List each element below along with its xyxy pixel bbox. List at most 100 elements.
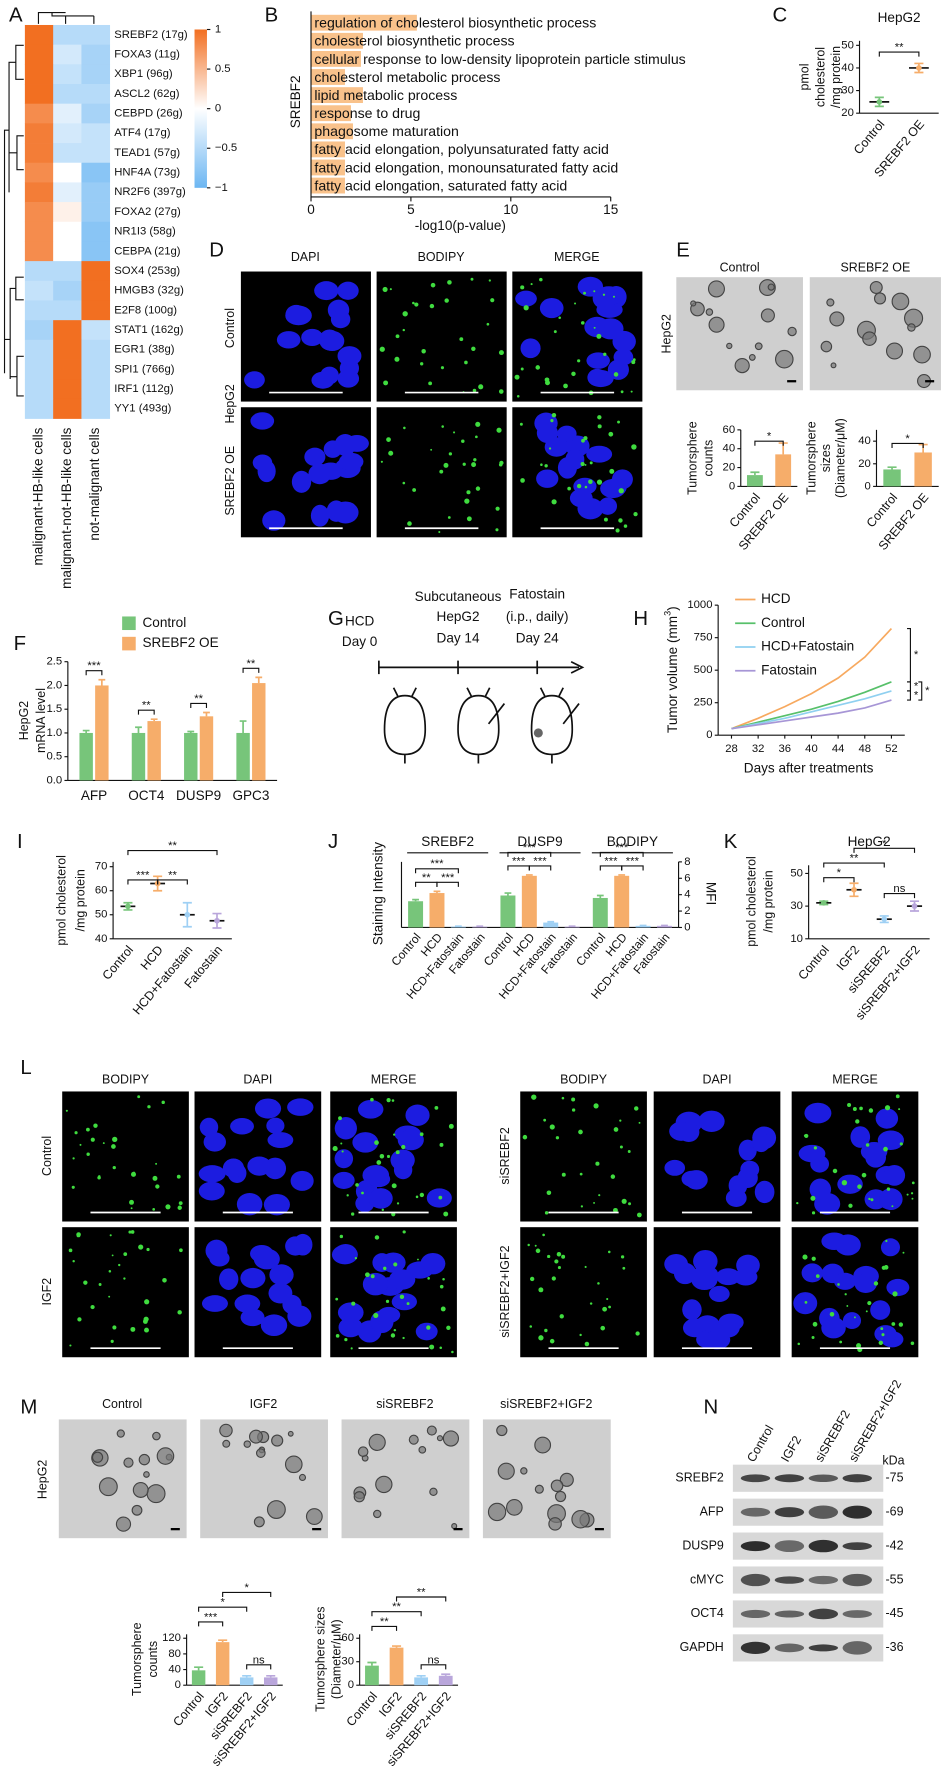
sphere	[115, 1516, 132, 1532]
image	[376, 271, 507, 402]
lipid	[478, 384, 484, 390]
term-label: fatty acid elongation, saturated fatty a…	[314, 177, 567, 193]
axis-label: (Diameter/μM)	[329, 1619, 343, 1699]
term-label: response to drug	[314, 105, 420, 121]
lipid	[466, 490, 471, 495]
sphere	[222, 1439, 231, 1448]
tick-label: 80	[168, 1648, 181, 1660]
lipid	[430, 448, 433, 451]
label: Control	[744, 1423, 776, 1465]
lipid	[386, 437, 391, 442]
nucleus	[264, 1157, 287, 1180]
nucleus	[254, 1098, 282, 1119]
lipid	[395, 334, 400, 339]
error-bar	[750, 471, 760, 476]
nucleus	[337, 281, 359, 300]
nucleus	[276, 331, 301, 349]
lipid	[615, 528, 620, 533]
lipid	[388, 450, 394, 456]
sphere	[826, 298, 835, 307]
heatmap-cell	[53, 339, 82, 360]
lipid	[475, 421, 481, 427]
nucleus	[415, 1322, 438, 1341]
heatmap-cell	[53, 241, 82, 262]
lipid	[553, 330, 557, 334]
lipid	[495, 528, 499, 532]
heatmap-cell	[24, 320, 54, 341]
heatmap-cell	[24, 398, 54, 419]
lipid	[496, 427, 502, 433]
lipid	[386, 1098, 391, 1103]
axis-label: HepG2	[17, 701, 31, 740]
lipid	[71, 1185, 75, 1189]
significance-bracket	[823, 877, 855, 883]
tick-label: 10	[790, 933, 803, 945]
group-label: BODIPY	[607, 834, 658, 849]
mean-point	[876, 99, 883, 105]
lipid	[588, 479, 593, 484]
significance: ns	[427, 1654, 439, 1666]
nucleus	[854, 1273, 877, 1294]
nucleus	[267, 1132, 294, 1149]
tick-label: 1.0	[46, 727, 62, 739]
label: -45	[886, 1606, 904, 1620]
lipid	[551, 499, 557, 505]
heatmap-cell	[53, 182, 82, 203]
row-label: E2F8 (100g)	[114, 304, 177, 316]
lipid	[520, 478, 525, 483]
lipid	[177, 1310, 182, 1315]
significance-bracket	[883, 892, 916, 899]
lipid	[351, 1301, 356, 1306]
blot-band	[808, 1608, 839, 1620]
term-label: cholesterol metabolic process	[314, 69, 500, 85]
lipid	[829, 1312, 835, 1317]
nucleus	[368, 1188, 393, 1209]
lipid	[555, 1136, 560, 1140]
sphere	[368, 1433, 386, 1451]
lipid	[382, 286, 388, 292]
lipid	[910, 1192, 914, 1195]
lipid	[443, 462, 449, 468]
bar	[184, 732, 198, 781]
axis-label: pmol cholesterol	[744, 856, 758, 947]
nucleus	[804, 1102, 832, 1124]
nucleus	[573, 477, 597, 495]
lipid	[155, 1162, 158, 1165]
heatmap-cell	[24, 143, 54, 164]
lipid	[623, 524, 628, 528]
significance-bracket	[371, 1625, 398, 1631]
term-label: regulation of cholesterol biosynthetic p…	[314, 15, 596, 31]
blot-band	[740, 1609, 771, 1619]
bar	[389, 1647, 404, 1686]
label: BODIPY	[560, 1072, 608, 1086]
error-bar	[218, 1639, 228, 1643]
heatmap-cell	[81, 359, 111, 380]
heatmap-cell	[53, 44, 82, 65]
dendrogram	[3, 44, 24, 397]
lipid	[538, 1287, 544, 1293]
lipid	[393, 1133, 396, 1136]
error-bar	[525, 874, 533, 876]
lipid	[547, 1254, 551, 1259]
nucleus	[821, 1317, 846, 1339]
label: siSREBF2	[498, 1127, 512, 1184]
lipid	[634, 1106, 639, 1111]
axis-label: pmol cholesterol	[54, 855, 68, 946]
lipid	[567, 486, 571, 491]
tick-label: 44	[832, 743, 845, 755]
sphere	[497, 1462, 515, 1480]
lipid	[389, 288, 392, 291]
label: Day 14	[437, 631, 480, 646]
nucleus	[875, 1108, 899, 1129]
nucleus	[736, 1254, 760, 1277]
sphere	[353, 1491, 365, 1503]
lipid	[550, 419, 554, 423]
lipid	[475, 486, 481, 491]
lipid	[402, 481, 406, 485]
lipid	[593, 1103, 599, 1109]
sphere	[375, 1475, 393, 1494]
label: IGF2	[778, 1433, 804, 1464]
lipid	[403, 426, 406, 430]
significance-bracket	[127, 850, 218, 856]
blot-band	[774, 1610, 805, 1618]
